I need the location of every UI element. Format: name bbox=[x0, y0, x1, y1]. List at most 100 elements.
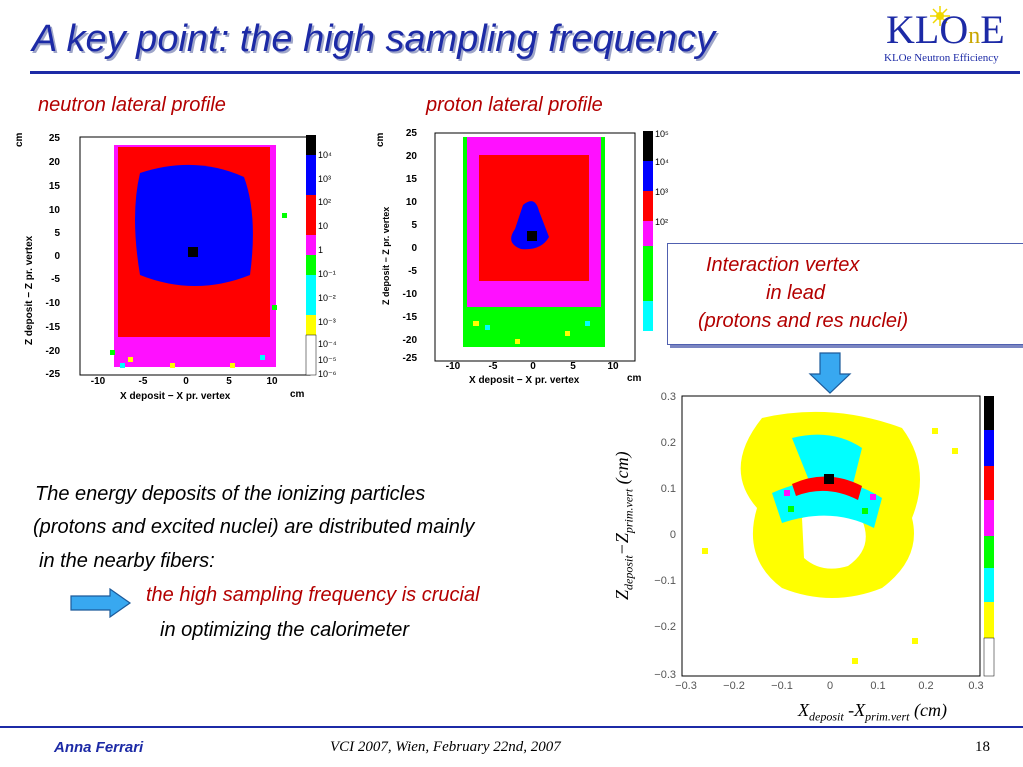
y-tick: 5 bbox=[411, 220, 417, 231]
x-tick: −0.1 bbox=[771, 680, 793, 692]
y-unit: cm bbox=[14, 132, 25, 147]
y-tick: 25 bbox=[406, 128, 418, 139]
x-tick: 5 bbox=[226, 376, 232, 387]
x-tick: 10 bbox=[266, 376, 278, 387]
y-tick: 25 bbox=[49, 133, 61, 144]
x-axis-label: X deposit − X pr. vertex bbox=[469, 375, 580, 386]
x-tick: 0 bbox=[827, 680, 833, 692]
y-axis-label: Z deposit − Z pr. vertex bbox=[24, 235, 35, 345]
y-tick: -25 bbox=[46, 369, 61, 380]
y-tick: 10 bbox=[406, 197, 418, 208]
colorbar-label: 10⁻⁶ bbox=[318, 369, 337, 379]
klone-logo bbox=[880, 6, 1020, 68]
zoom-x-axis-label: Xdeposit -Xprim.vert (cm) bbox=[798, 700, 947, 724]
y-tick: -5 bbox=[51, 274, 60, 285]
callout-line-1: Interaction vertex bbox=[706, 254, 860, 276]
y-tick: 10 bbox=[49, 205, 61, 216]
body-line-1: The energy deposits of the ionizing part… bbox=[35, 483, 426, 505]
y-tick: −0.1 bbox=[654, 575, 676, 587]
neutron-heatmap: 25 20 15 10 5 0 -5 -10 -15 -20 -25 -10 -… bbox=[14, 132, 337, 402]
y-tick: -5 bbox=[408, 266, 417, 277]
x-tick: -5 bbox=[139, 376, 148, 387]
x-unit: cm bbox=[290, 389, 305, 400]
logo-star-icon bbox=[930, 6, 950, 26]
colorbar-label: 10⁻⁴ bbox=[318, 339, 337, 349]
x-tick: 0 bbox=[530, 361, 536, 372]
proton-colorbar bbox=[643, 131, 653, 331]
colorbar-label: 1 bbox=[318, 245, 323, 255]
body-line-5: in optimizing the calorimeter bbox=[160, 619, 409, 641]
proton-profile-plot: 25 20 15 10 5 0 -5 -10 -15 -20 -25 -10 -… bbox=[365, 125, 675, 390]
y-tick: -15 bbox=[46, 322, 61, 333]
x-tick: 10 bbox=[607, 361, 619, 372]
logo-subtitle: KLOe Neutron Efficiency bbox=[884, 52, 999, 64]
footer-author: Anna Ferrari bbox=[54, 739, 144, 756]
x-tick: 0 bbox=[183, 376, 189, 387]
y-axis-label: Z deposit − Z pr. vertex bbox=[381, 207, 391, 305]
x-tick: −0.2 bbox=[723, 680, 745, 692]
y-tick: 15 bbox=[406, 174, 418, 185]
vertex-zoom-heatmap: 0.3 0.2 0.1 0 −0.1 −0.2 −0.3 −0.3 −0.2 −… bbox=[654, 391, 995, 692]
colorbar-label: 10² bbox=[655, 217, 668, 227]
x-tick: -10 bbox=[91, 376, 106, 387]
neutron-colorbar bbox=[305, 135, 317, 376]
footer-divider bbox=[0, 726, 1023, 728]
neutron-profile-plot: 25 20 15 10 5 0 -5 -10 -15 -20 -25 -10 -… bbox=[10, 125, 345, 405]
y-tick: 0.3 bbox=[661, 391, 676, 403]
logo-wordmark: KLOnE bbox=[886, 7, 1005, 52]
x-tick: 5 bbox=[570, 361, 576, 372]
colorbar-label: 10 bbox=[318, 221, 328, 231]
colorbar-label: 10⁴ bbox=[655, 157, 669, 167]
zoom-colorbar bbox=[983, 396, 995, 677]
y-tick: 5 bbox=[54, 228, 60, 239]
y-tick: -25 bbox=[403, 353, 418, 364]
x-tick: -10 bbox=[446, 361, 461, 372]
callout-line-3: (protons and res nuclei) bbox=[698, 310, 909, 332]
neutron-y-ticks: 25 20 15 10 5 0 -5 -10 -15 -20 -25 bbox=[46, 133, 61, 380]
y-tick: 20 bbox=[406, 151, 418, 162]
y-tick: 20 bbox=[49, 157, 61, 168]
title-divider bbox=[30, 71, 1020, 74]
colorbar-label: 10³ bbox=[655, 187, 668, 197]
y-tick: 0.2 bbox=[661, 437, 676, 449]
colorbar-label: 10⁵ bbox=[655, 129, 669, 139]
y-tick: 0 bbox=[670, 529, 676, 541]
colorbar-label: 10⁻² bbox=[318, 293, 336, 303]
y-tick: -15 bbox=[403, 312, 418, 323]
x-tick: 0.2 bbox=[918, 680, 933, 692]
body-line-3: in the nearby fibers: bbox=[39, 550, 215, 572]
y-tick: -10 bbox=[46, 298, 61, 309]
x-tick: -5 bbox=[489, 361, 498, 372]
x-tick: 0.3 bbox=[968, 680, 983, 692]
x-axis-label: X deposit − X pr. vertex bbox=[120, 391, 231, 402]
body-highlight: the high sampling frequency is crucial bbox=[146, 584, 480, 606]
colorbar-label: 10³ bbox=[318, 174, 331, 184]
right-arrow-icon bbox=[70, 587, 132, 623]
footer-conference: VCI 2007, Wien, February 22nd, 2007 bbox=[330, 739, 561, 755]
y-tick: -20 bbox=[46, 346, 61, 357]
callout-line-2: in lead bbox=[766, 282, 825, 304]
y-tick: −0.3 bbox=[654, 669, 676, 681]
vertex-zoom-plot: 0.3 0.2 0.1 0 −0.1 −0.2 −0.3 −0.3 −0.2 −… bbox=[612, 388, 1022, 724]
zoom-y-axis-label: Zdeposit−Zprim.vert (cm) bbox=[612, 451, 636, 600]
neutron-panel-header: neutron lateral profile bbox=[38, 94, 226, 116]
colorbar-label: 10⁴ bbox=[318, 150, 332, 160]
colorbar-label: 10⁻³ bbox=[318, 317, 336, 327]
page-number: 18 bbox=[975, 739, 990, 755]
x-tick: 0.1 bbox=[870, 680, 885, 692]
y-tick: −0.2 bbox=[654, 621, 676, 633]
colorbar-label: 10⁻⁵ bbox=[318, 355, 337, 365]
down-arrow-icon bbox=[808, 352, 852, 399]
y-tick: 0 bbox=[411, 243, 417, 254]
y-tick: -20 bbox=[403, 335, 418, 346]
body-line-2: (protons and excited nuclei) are distrib… bbox=[33, 516, 475, 538]
x-tick: −0.3 bbox=[675, 680, 697, 692]
x-unit: cm bbox=[627, 373, 642, 384]
proton-heatmap: 25 20 15 10 5 0 -5 -10 -15 -20 -25 -10 -… bbox=[375, 128, 669, 386]
y-tick: -10 bbox=[403, 289, 418, 300]
colorbar-label: 10⁻¹ bbox=[318, 269, 336, 279]
vertex-callout: Interaction vertex in lead (protons and … bbox=[667, 243, 1023, 345]
y-tick: 0.1 bbox=[661, 483, 676, 495]
proton-panel-header: proton lateral profile bbox=[426, 94, 603, 116]
y-unit: cm bbox=[375, 132, 386, 147]
